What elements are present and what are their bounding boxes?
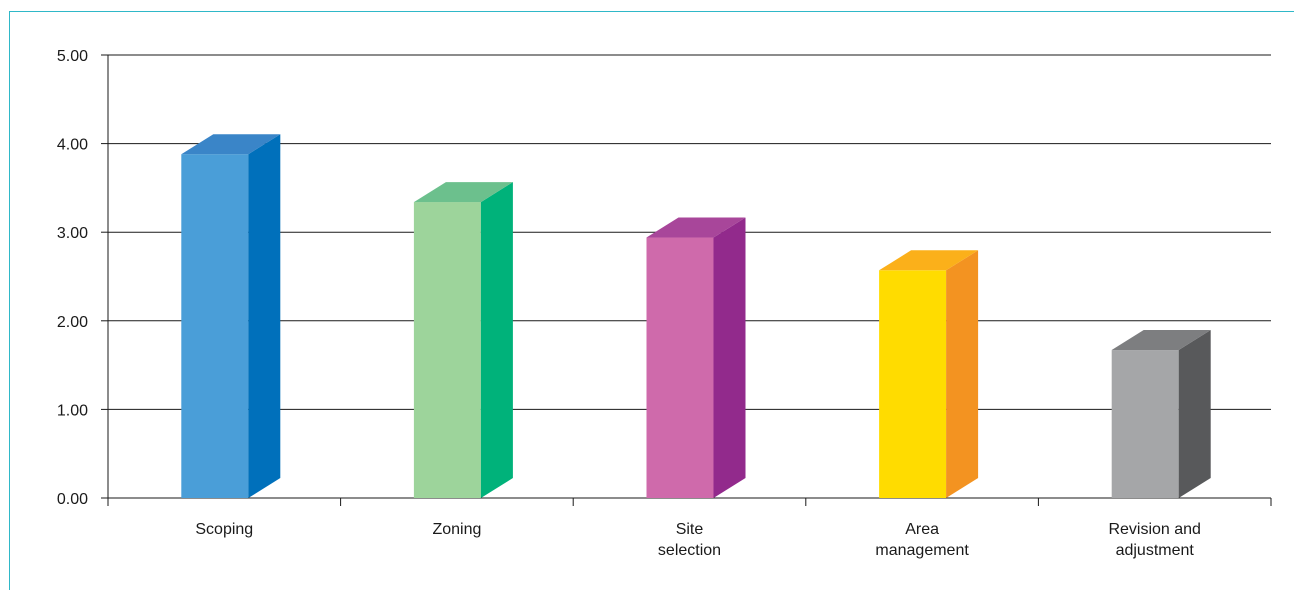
x-category-label: Revision and adjustment bbox=[1108, 521, 1201, 559]
bar-top bbox=[646, 217, 746, 238]
bar-front bbox=[879, 270, 947, 498]
y-tick-label: 0.00 bbox=[57, 491, 88, 508]
bar-front bbox=[413, 202, 481, 499]
bar-front bbox=[181, 154, 249, 498]
y-tick-label: 1.00 bbox=[57, 402, 88, 419]
x-category-label: Zoning bbox=[432, 521, 481, 538]
bar-side bbox=[248, 134, 281, 498]
x-category-label: Scoping bbox=[195, 521, 253, 538]
x-category-label: Area management bbox=[875, 521, 969, 559]
bar-top bbox=[181, 134, 281, 155]
bar-top bbox=[413, 182, 513, 203]
bar-top bbox=[1111, 330, 1211, 351]
y-tick-label: 4.00 bbox=[57, 137, 88, 154]
y-tick-label: 2.00 bbox=[57, 314, 88, 331]
bar-side bbox=[946, 250, 979, 498]
bar-side bbox=[480, 182, 513, 499]
y-tick-label: 3.00 bbox=[57, 225, 88, 242]
bar-top bbox=[879, 250, 979, 271]
y-tick-label: 5.00 bbox=[57, 48, 88, 65]
chart-frame bbox=[9, 11, 1294, 590]
bar-side bbox=[713, 217, 746, 499]
x-category-label: Site selection bbox=[658, 521, 721, 559]
bar-front bbox=[1111, 350, 1179, 498]
bar-front bbox=[646, 237, 714, 499]
bar-side bbox=[1178, 330, 1211, 498]
